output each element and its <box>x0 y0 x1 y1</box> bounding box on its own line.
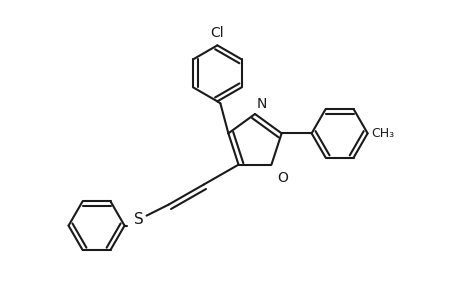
Text: CH₃: CH₃ <box>371 127 394 140</box>
Text: S: S <box>134 212 143 227</box>
Text: Cl: Cl <box>210 26 224 40</box>
Text: N: N <box>257 97 267 111</box>
Text: O: O <box>277 171 288 185</box>
